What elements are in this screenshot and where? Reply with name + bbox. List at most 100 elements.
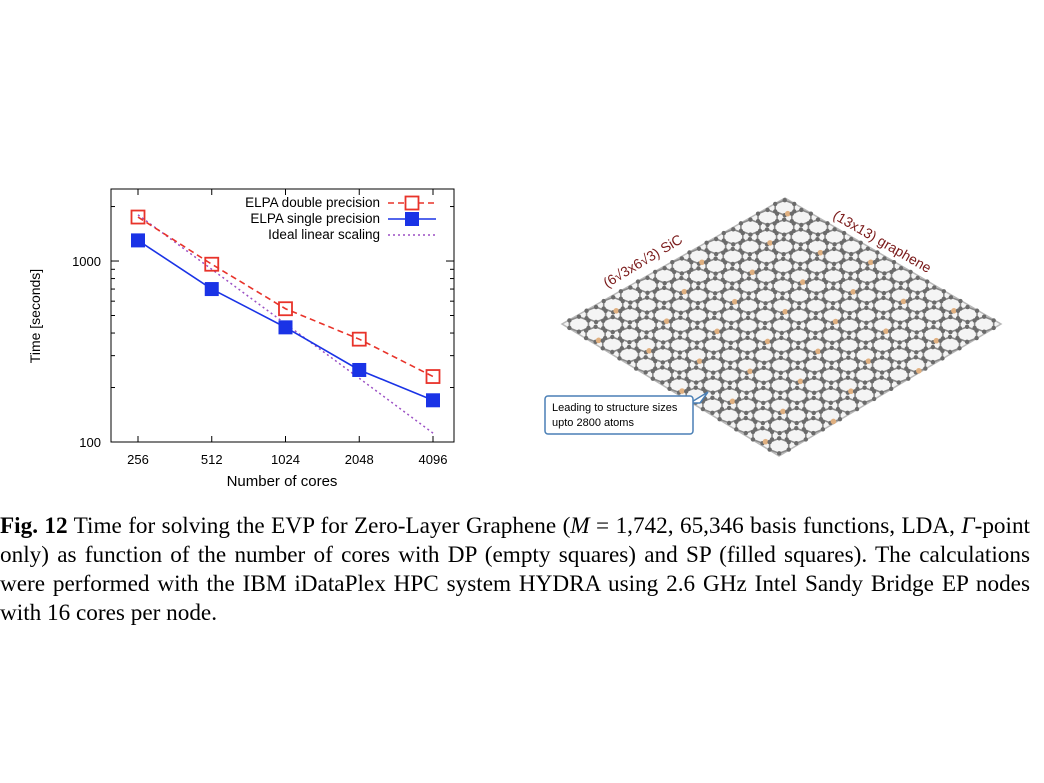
callout-line-2: upto 2800 atoms xyxy=(552,417,634,429)
carbon-atom xyxy=(760,405,766,411)
carbon-atom xyxy=(849,251,854,257)
silicon-atom xyxy=(868,259,874,266)
carbon-atom xyxy=(796,320,802,326)
carbon-atom xyxy=(880,335,885,340)
carbon-atom xyxy=(897,320,903,325)
carbon-atom xyxy=(914,350,919,355)
carbon-atom xyxy=(734,419,739,425)
carbon-atom xyxy=(771,329,777,334)
carbon-atom xyxy=(593,304,599,310)
carbon-atom xyxy=(831,246,837,252)
carbon-atom xyxy=(805,240,811,246)
carbon-atom xyxy=(906,376,911,381)
carbon-atom xyxy=(922,289,927,294)
carbon-atom xyxy=(677,370,682,375)
carbon-atom xyxy=(870,339,876,344)
carbon-atom xyxy=(863,325,869,330)
carbon-atom xyxy=(889,339,895,344)
carbon-atom xyxy=(863,340,869,345)
carbon-atom xyxy=(748,217,753,222)
carbon-atom xyxy=(727,385,732,391)
carbon-atom xyxy=(637,289,643,294)
carbon-atom xyxy=(728,360,733,365)
carbon-atom xyxy=(898,280,904,286)
carbon-atom xyxy=(872,260,878,265)
carbon-atom xyxy=(728,325,734,331)
carbon-atom xyxy=(748,232,753,237)
carbon-atom xyxy=(746,310,751,316)
carbon-atom xyxy=(661,285,667,291)
carbon-atom xyxy=(746,291,752,296)
carbon-atom xyxy=(864,300,870,306)
carbon-atom xyxy=(661,325,666,330)
carbon-atom xyxy=(762,320,768,326)
carbon-atom xyxy=(915,290,920,296)
carbon-atom xyxy=(760,426,765,431)
carbon-atom xyxy=(925,279,930,284)
carbon-atom xyxy=(765,207,770,213)
carbon-atom xyxy=(870,359,875,364)
carbon-atom xyxy=(887,368,892,374)
carbon-atom xyxy=(637,308,642,314)
carbon-atom xyxy=(735,359,740,364)
carbon-atom xyxy=(702,319,707,324)
caption-text-1: Time for solving the EVP for Zero-Layer … xyxy=(73,513,571,539)
carbon-atom xyxy=(830,301,836,306)
carbon-atom xyxy=(610,314,615,320)
carbon-atom xyxy=(908,269,913,275)
carbon-atom xyxy=(704,329,709,334)
carbon-atom xyxy=(761,385,766,391)
carbon-atom xyxy=(626,344,632,350)
carbon-atom xyxy=(660,380,665,385)
carbon-atom xyxy=(651,309,657,314)
carbon-atom xyxy=(670,329,675,334)
carbon-atom xyxy=(881,310,886,316)
carbon-atom xyxy=(796,325,801,331)
carbon-atom xyxy=(872,279,877,285)
graphene-structure-illustration: (6√3x6√3) SiC (13x13) graphene Leading t… xyxy=(544,197,1003,457)
carbon-atom xyxy=(753,419,758,425)
carbon-atom xyxy=(780,276,785,281)
carbon-atom xyxy=(808,230,813,236)
carbon-atom xyxy=(813,315,818,321)
carbon-atom xyxy=(773,270,778,275)
y-axis-label: Time [seconds] xyxy=(27,269,43,363)
carbon-atom xyxy=(695,285,701,291)
carbon-atom xyxy=(713,271,718,276)
carbon-atom xyxy=(729,286,734,291)
carbon-atom xyxy=(891,279,896,285)
carbon-atom xyxy=(806,289,812,295)
carbon-atom xyxy=(947,349,953,355)
carbon-atom xyxy=(610,329,615,335)
carbon-atom xyxy=(838,279,843,285)
carbon-atom xyxy=(811,430,816,436)
carbon-atom xyxy=(879,375,884,380)
carbon-atom xyxy=(803,339,808,344)
carbon-atom xyxy=(702,299,708,304)
carbon-atom xyxy=(838,369,843,374)
silicon-atom xyxy=(729,398,736,405)
carbon-atom xyxy=(720,359,726,364)
carbon-atom xyxy=(696,281,701,286)
carbon-atom xyxy=(825,221,830,226)
carbon-atom xyxy=(849,236,854,242)
carbon-atom xyxy=(845,375,851,380)
carbon-atom xyxy=(780,291,785,296)
carbon-atom xyxy=(717,416,722,422)
carbon-atom xyxy=(871,396,877,402)
carbon-atom xyxy=(863,345,868,350)
carbon-atom xyxy=(678,295,684,301)
carbon-atom xyxy=(788,339,794,344)
carbon-atom xyxy=(687,250,692,255)
carbon-atom xyxy=(736,389,742,394)
carbon-atom xyxy=(898,285,903,291)
carbon-atom xyxy=(846,350,852,355)
carbon-atom xyxy=(768,379,774,384)
carbon-atom xyxy=(797,286,802,291)
carbon-atom xyxy=(965,319,970,325)
carbon-atom xyxy=(829,340,835,346)
carbon-atom xyxy=(728,340,734,346)
carbon-atom xyxy=(889,269,894,275)
carbon-atom xyxy=(794,426,799,431)
